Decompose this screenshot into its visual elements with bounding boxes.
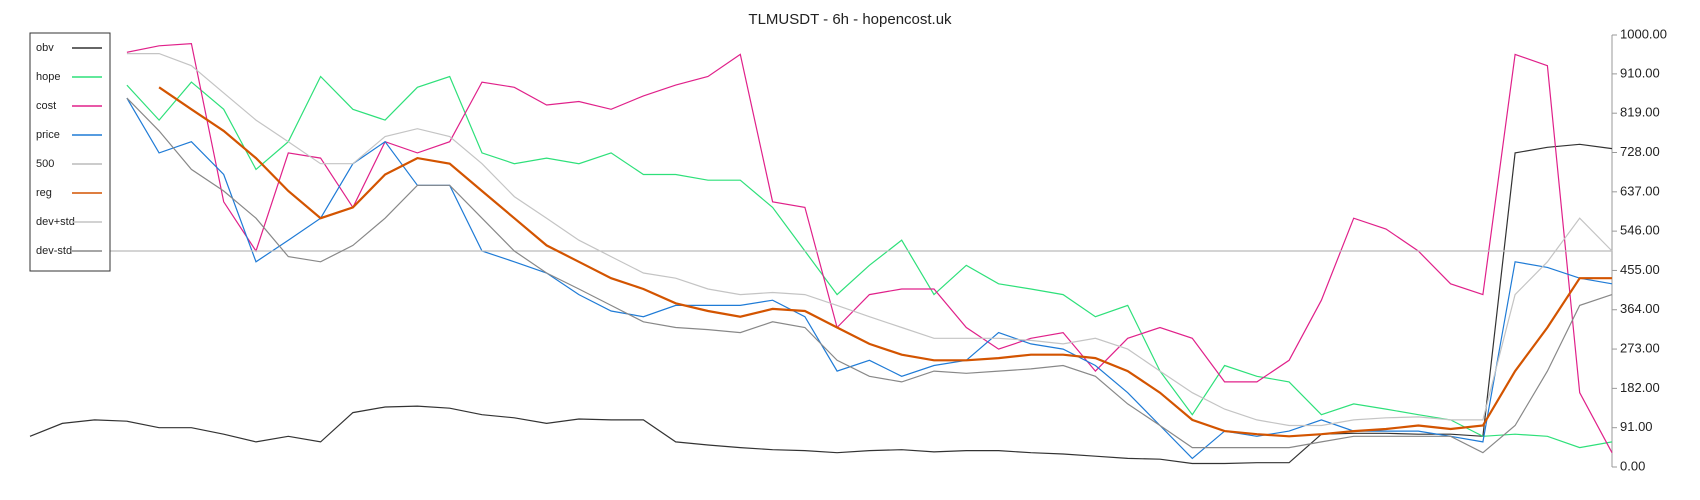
series-line <box>126 97 1613 460</box>
y-tick-label: 91.00 <box>1620 419 1653 434</box>
series-line <box>158 86 1612 438</box>
legend-label: dev-std <box>36 245 72 257</box>
y-tick-label: 728.00 <box>1620 144 1660 159</box>
legend-label: reg <box>36 187 52 199</box>
series-line <box>29 143 1613 465</box>
y-tick-label: 455.00 <box>1620 262 1660 277</box>
y-tick-label: 273.00 <box>1620 341 1660 356</box>
legend-label: dev+std <box>36 216 75 228</box>
legend-label: 500 <box>36 158 54 170</box>
y-tick-label: 0.00 <box>1620 458 1645 473</box>
y-tick-label: 819.00 <box>1620 105 1660 120</box>
series-line <box>126 42 1613 453</box>
legend-label: obv <box>36 42 54 54</box>
legend-label: hope <box>36 71 60 83</box>
chart-title: TLMUSDT - 6h - hopencost.uk <box>748 11 952 28</box>
y-tick-label: 364.00 <box>1620 301 1660 316</box>
legend-label: cost <box>36 100 56 112</box>
legend-box <box>29 32 111 272</box>
series-line <box>126 75 1613 449</box>
y-tick-label: 910.00 <box>1620 65 1660 80</box>
y-tick-label: 637.00 <box>1620 183 1660 198</box>
y-tick-label: 182.00 <box>1620 380 1660 395</box>
series-line <box>126 97 1613 454</box>
y-tick-label: 546.00 <box>1620 223 1660 238</box>
y-tick-label: 1000.00 <box>1620 26 1667 41</box>
legend-label: price <box>36 129 60 141</box>
series-line <box>126 53 1613 427</box>
